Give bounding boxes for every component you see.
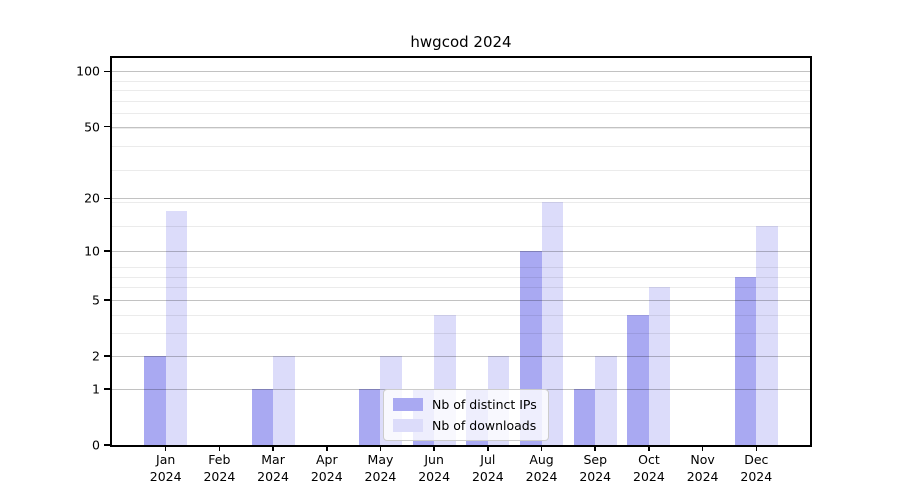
x-tick-label-aug: Aug 2024 [525,452,558,484]
x-tick-mark [218,445,221,451]
x-tick-mark [540,445,543,451]
x-tick-mark [326,445,328,451]
gridline-minor [112,146,810,148]
bar-distinct-ips-dec [734,276,757,445]
bar-distinct-ips-mar [251,388,274,445]
gridline-major [112,198,810,200]
bar-distinct-ips-jan [144,356,166,445]
gridline-minor [112,80,810,82]
gridline-minor [112,267,810,269]
chart-title: hwgcod 2024 [410,33,512,51]
x-tick-mark [755,445,758,451]
gridline-major [112,126,810,128]
x-tick-label-dec: Dec 2024 [740,452,773,484]
y-tick-mark [104,444,110,446]
x-tick-mark [272,445,274,451]
y-tick-mark [104,250,110,252]
y-tick-mark [104,197,110,200]
gridline-minor [112,332,810,334]
x-tick-mark [433,445,435,451]
gridline-minor [112,90,810,92]
x-tick-mark [648,445,650,451]
legend-swatch-distinct-ips [393,398,423,411]
gridline-major [112,356,810,358]
plot-area: Nb of distinct IPs Nb of downloads [110,56,812,447]
x-tick-label-feb: Feb 2024 [203,452,236,484]
x-tick-mark [379,445,382,451]
y-tick-label: 1 [92,381,100,397]
gridline-major [112,250,810,252]
y-tick-mark [104,125,110,128]
x-tick-mark [594,445,596,451]
legend-entry-downloads: Nb of downloads [393,418,537,433]
x-tick-label-jul: Jul 2024 [471,452,504,484]
legend-label-downloads: Nb of downloads [432,418,537,433]
x-tick-mark [701,445,704,451]
gridline-minor [112,100,810,102]
y-tick-label: 100 [76,63,100,79]
x-tick-label-oct: Oct 2024 [633,452,665,484]
bar-distinct-ips-sep [573,388,596,445]
bar-distinct-ips-oct [627,314,649,445]
x-tick-label-mar: Mar 2024 [257,452,289,484]
legend: Nb of distinct IPs Nb of downloads [383,389,549,441]
y-tick-mark [104,388,110,390]
gridline-minor [112,128,810,130]
x-tick-label-sep: Sep 2024 [579,452,612,484]
plot-inner: Nb of distinct IPs Nb of downloads [112,58,810,445]
gridline-minor [112,169,810,171]
x-tick-label-apr: Apr 2024 [310,452,343,484]
y-tick-label: 50 [84,119,100,135]
gridline-minor [112,113,810,115]
x-tick-label-jan: Jan 2024 [149,452,182,484]
bar-distinct-ips-may [358,388,381,445]
y-tick-mark [104,299,110,301]
y-tick-label: 20 [84,190,100,206]
gridline-minor [112,276,810,278]
gridline-major [112,299,810,301]
legend-label-distinct-ips: Nb of distinct IPs [432,397,537,412]
bar-downloads-aug [541,202,564,445]
y-tick-mark [104,355,110,357]
x-tick-mark [164,445,167,451]
gridline-major [112,71,810,73]
bar-downloads-mar [273,356,295,445]
bar-downloads-sep [595,356,617,445]
y-tick-label: 2 [92,348,100,364]
gridline-minor [112,287,810,289]
gridline-minor [112,314,810,316]
x-tick-label-nov: Nov 2024 [686,452,719,484]
y-tick-label: 5 [92,292,100,308]
y-tick-label: 0 [92,437,100,453]
y-tick-label: 10 [84,243,100,259]
y-tick-mark [104,70,110,73]
x-tick-label-jun: Jun 2024 [418,452,451,484]
bar-downloads-dec [756,225,778,445]
bar-downloads-oct [648,287,671,445]
gridline-minor [112,225,810,227]
gridline-minor [112,202,810,204]
legend-swatch-downloads [393,419,423,432]
x-tick-label-may: May 2024 [364,452,397,484]
x-tick-mark [487,445,489,451]
bar-downloads-jan [165,210,188,445]
legend-entry-distinct-ips: Nb of distinct IPs [393,397,537,412]
